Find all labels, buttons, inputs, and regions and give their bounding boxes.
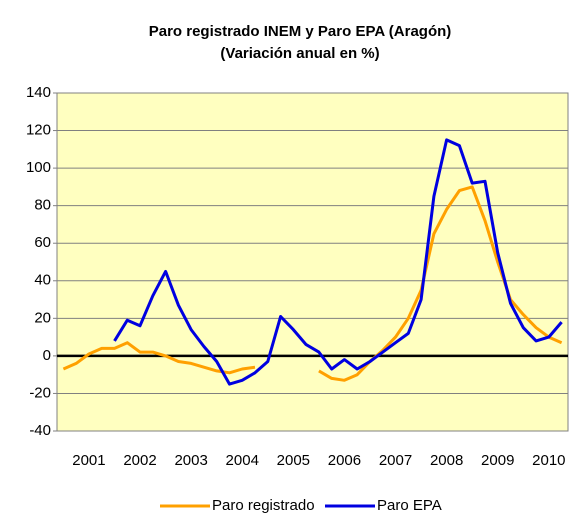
y-tick-label: -40 — [29, 422, 51, 439]
series-line — [113, 138, 563, 386]
y-tick-label: 140 — [26, 84, 51, 101]
legend-label: Paro EPA — [377, 497, 442, 514]
y-tick-label: 80 — [34, 197, 51, 214]
x-tick-label: 2005 — [277, 452, 310, 469]
x-tick-label: 2008 — [430, 452, 463, 469]
y-tick-label: -20 — [29, 384, 51, 401]
x-tick-label: 2006 — [328, 452, 361, 469]
y-tick-label: 120 — [26, 122, 51, 139]
x-tick-label: 2007 — [379, 452, 412, 469]
x-tick-label: 2009 — [481, 452, 514, 469]
plot-area — [56, 92, 569, 432]
x-tick-label: 2004 — [226, 452, 259, 469]
chart-subtitle: (Variación anual en %) — [220, 45, 379, 62]
y-tick-label: 0 — [43, 347, 51, 364]
x-tick-label: 2002 — [123, 452, 156, 469]
y-tick-label: 100 — [26, 159, 51, 176]
x-tick-label: 2001 — [72, 452, 105, 469]
x-tick-label: 2003 — [174, 452, 207, 469]
y-tick-label: 20 — [34, 309, 51, 326]
chart-title: Paro registrado INEM y Paro EPA (Aragón) — [149, 23, 452, 40]
y-tick-label: 60 — [34, 234, 51, 251]
y-tick-label: 40 — [34, 272, 51, 289]
legend-label: Paro registrado — [212, 497, 315, 514]
x-tick-label: 2010 — [532, 452, 565, 469]
